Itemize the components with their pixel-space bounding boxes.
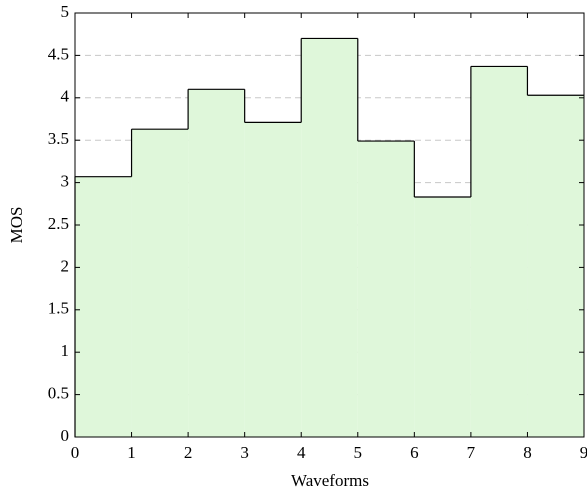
x-tick-label: 6 [410, 443, 419, 462]
bar [470, 66, 528, 437]
y-axis-label: MOS [7, 207, 26, 244]
bar [75, 176, 132, 437]
y-tick-label: 5 [61, 2, 70, 21]
y-tick-label: 0 [61, 426, 70, 445]
y-tick-label: 1 [61, 341, 70, 360]
bar [414, 197, 471, 437]
y-tick-label: 3.5 [48, 129, 69, 148]
y-tick-label: 2 [61, 256, 70, 275]
x-tick-label: 4 [297, 443, 306, 462]
y-tick-label: 0.5 [48, 384, 69, 403]
x-tick-label: 8 [523, 443, 532, 462]
x-tick-label: 0 [71, 443, 80, 462]
x-axis-label: Waveforms [291, 471, 369, 490]
bar [188, 89, 245, 437]
bar [527, 95, 584, 438]
x-tick-label: 2 [184, 443, 193, 462]
y-tick-label: 3 [61, 172, 70, 191]
x-tick-label: 5 [354, 443, 363, 462]
y-tick-label: 4.5 [48, 44, 69, 63]
x-tick-label: 1 [127, 443, 136, 462]
bar [301, 38, 358, 437]
y-tick-label: 1.5 [48, 299, 69, 318]
y-tick-label: 2.5 [48, 214, 69, 233]
x-tick-label: 3 [240, 443, 249, 462]
bar [244, 122, 302, 437]
y-tick-label: 4 [61, 87, 70, 106]
x-tick-label: 7 [467, 443, 476, 462]
x-tick-label: 9 [580, 443, 587, 462]
bar [357, 141, 415, 437]
bar [131, 129, 189, 437]
